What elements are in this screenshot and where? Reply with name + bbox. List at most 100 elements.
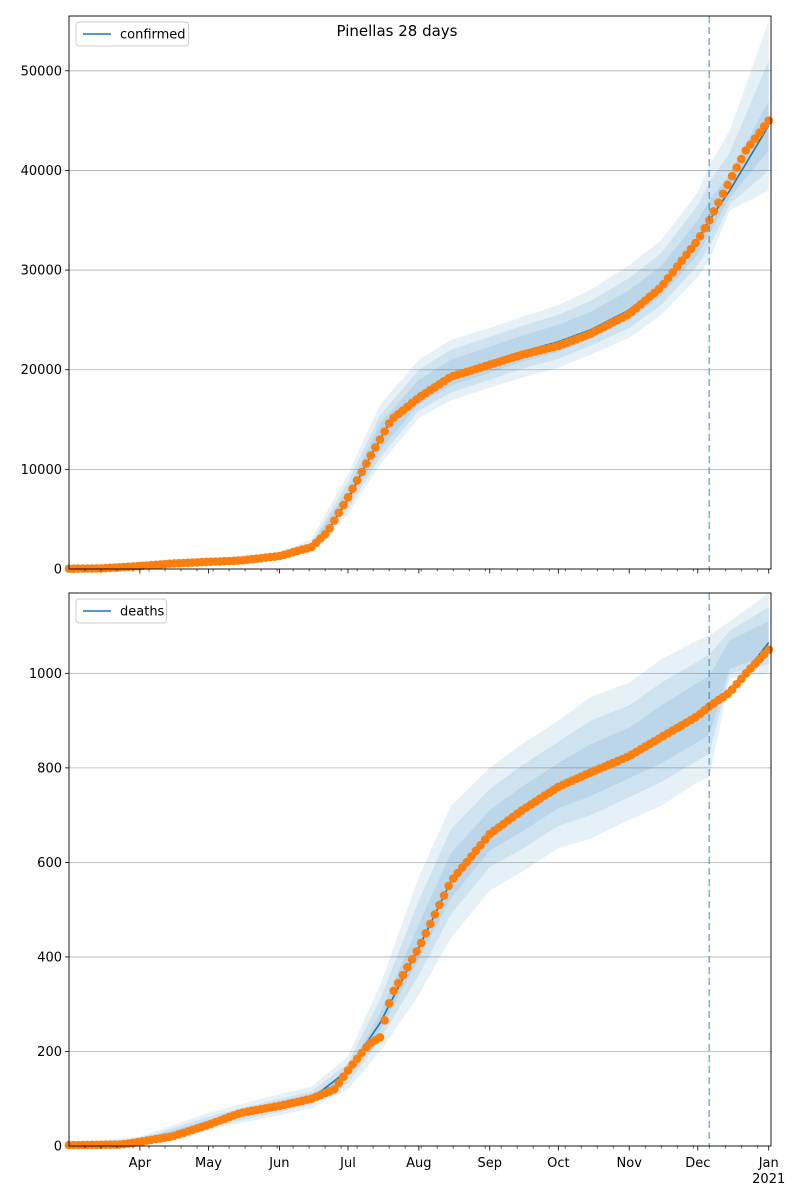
- observed-point: [732, 163, 741, 172]
- observed-point: [389, 986, 399, 996]
- observed-point: [343, 493, 353, 502]
- observed-point: [357, 1048, 367, 1058]
- axes-frame: [68, 592, 772, 1147]
- observed-point: [672, 262, 682, 271]
- observed-point: [686, 244, 696, 254]
- confirmed-panel: 0 10000 20000 30000 40000 50000 confirmed: [21, 15, 773, 578]
- y-tick-label: 0: [54, 1140, 62, 1155]
- deaths-panel: 0 200 400 600 800 1000 Apr May Jun Jul Aug Sep Oct No…: [29, 592, 785, 1187]
- figure-title: Pinellas 28 days: [337, 22, 458, 40]
- observed-point: [430, 910, 440, 919]
- observed-point: [375, 435, 385, 444]
- y-tick-label: 200: [37, 1045, 62, 1060]
- observed-point: [755, 128, 764, 137]
- observed-point: [384, 419, 394, 428]
- observed-point: [375, 1033, 385, 1042]
- observed-point: [695, 231, 705, 241]
- y-tick-label: 10000: [21, 463, 62, 478]
- y-tick-label: 0: [54, 563, 62, 578]
- observed-point: [352, 1054, 362, 1064]
- uncertainty-band-1: [69, 21, 769, 569]
- observed-point: [764, 645, 773, 654]
- observed-point: [384, 999, 394, 1008]
- observed-point: [362, 459, 371, 468]
- observed-point: [339, 500, 348, 510]
- uncertainty-band-3: [69, 621, 769, 1146]
- observed-point: [659, 279, 668, 289]
- observed-point: [416, 938, 426, 948]
- uncertainty-band-3: [69, 100, 769, 569]
- observed-point: [677, 256, 687, 266]
- observed-point: [412, 947, 421, 956]
- y-tick-label: 30000: [21, 264, 62, 279]
- observed-point: [371, 443, 380, 452]
- x-tick-label: Oct: [547, 1156, 569, 1171]
- x-tick-label: Dec: [685, 1156, 710, 1171]
- observed-point: [439, 891, 449, 900]
- observed-point: [682, 250, 691, 260]
- observed-point: [741, 146, 751, 155]
- y-tick-label: 600: [37, 856, 62, 871]
- observed-point: [343, 1066, 353, 1075]
- observed-point: [668, 268, 677, 277]
- observed-point: [723, 180, 732, 190]
- x-tick-label: Apr: [129, 1156, 152, 1171]
- observed-point: [398, 970, 408, 980]
- y-tick-label: 400: [37, 950, 62, 965]
- observed-point: [320, 530, 330, 539]
- observed-point: [750, 134, 760, 143]
- y-tick-label: 40000: [21, 164, 62, 179]
- observed-point: [380, 1016, 389, 1025]
- observed-point: [330, 516, 339, 525]
- observed-point: [714, 198, 723, 207]
- legend-label: deaths: [120, 605, 165, 620]
- x-tick-label: May: [195, 1156, 222, 1171]
- observed-point: [357, 467, 367, 477]
- x-tick-label: Jun: [268, 1156, 289, 1171]
- uncertainty-band-1: [69, 593, 769, 1146]
- observed-point: [325, 524, 335, 533]
- observed-point: [764, 116, 773, 125]
- legend-box: [75, 598, 167, 624]
- observed-point: [421, 929, 431, 938]
- observed-point: [339, 1072, 348, 1081]
- observed-point: [366, 451, 376, 460]
- legend-box: [75, 21, 190, 47]
- observed-point: [334, 1078, 344, 1088]
- x-tick-label: Aug: [406, 1156, 431, 1171]
- observed-point: [663, 273, 673, 283]
- x-tick-label: 2021: [752, 1172, 785, 1187]
- y-tick-label: 800: [37, 761, 62, 776]
- observed-point: [709, 207, 719, 216]
- observed-point: [348, 484, 357, 494]
- y-tick-label: 50000: [21, 64, 62, 79]
- x-tick-label: Jul: [339, 1156, 356, 1171]
- observed-point: [380, 427, 389, 436]
- y-tick-label: 20000: [21, 363, 62, 378]
- observed-point: [737, 154, 746, 164]
- observed-point: [718, 189, 728, 198]
- uncertainty-band-2: [69, 607, 769, 1146]
- observed-point: [403, 962, 412, 972]
- observed-point: [348, 1060, 357, 1069]
- observed-point: [394, 978, 403, 988]
- x-tick-label: Nov: [617, 1156, 643, 1171]
- observed-point: [426, 919, 435, 929]
- x-tick-label: Sep: [477, 1156, 502, 1171]
- observed-point: [407, 955, 417, 964]
- observed-point: [435, 900, 444, 910]
- y-tick-label: 1000: [29, 667, 62, 682]
- observed-point: [746, 140, 755, 149]
- observed-point: [759, 122, 769, 131]
- legend-label: confirmed: [120, 28, 186, 43]
- observed-point: [727, 171, 737, 181]
- observed-point: [330, 1085, 339, 1094]
- x-tick-label: Jan: [758, 1156, 779, 1171]
- observed-point: [352, 476, 362, 485]
- observed-point: [700, 223, 709, 233]
- observed-point: [691, 238, 700, 248]
- axes-frame: [68, 15, 772, 570]
- observed-point: [444, 881, 453, 891]
- model-line-confirmed: [68, 125, 770, 570]
